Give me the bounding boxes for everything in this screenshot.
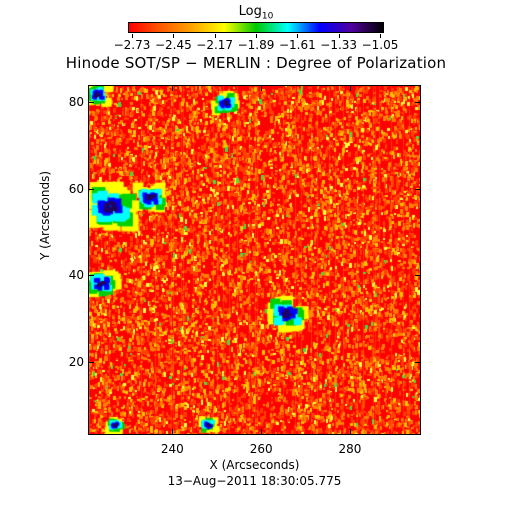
y-tick-mark [415, 361, 421, 363]
colorbar-tick [380, 34, 381, 38]
colorbar-tick-label: −1.33 [320, 38, 358, 52]
y-tick-mark [415, 102, 421, 104]
x-tick-mark [172, 85, 174, 91]
x-tick-mark [349, 85, 351, 91]
colorbar-tick [338, 34, 340, 38]
colorbar-tick-label: −1.61 [278, 38, 316, 52]
polarization-image-frame [88, 85, 421, 435]
colorbar-tick-label: −1.05 [361, 38, 399, 52]
colorbar-tick-label: −1.89 [237, 38, 275, 52]
colorbar [128, 22, 384, 33]
x-tick-label: 240 [160, 442, 184, 456]
y-tick-label: 40 [68, 268, 84, 283]
y-tick-label: 60 [68, 181, 84, 196]
x-tick-mark [261, 429, 263, 435]
colorbar-tick [256, 34, 257, 38]
polarization-image [89, 86, 420, 434]
colorbar-tick-label: −2.45 [154, 38, 192, 52]
y-tick-mark [415, 275, 421, 277]
colorbar-title-subscript: 10 [261, 11, 274, 22]
y-axis-title: Y (Arcseconds) [38, 170, 52, 260]
colorbar-tick [297, 34, 299, 38]
colorbar-tick [132, 34, 133, 38]
y-tick-mark [415, 188, 421, 190]
timestamp: 13−Aug−2011 18:30:05.775 [167, 474, 342, 488]
x-tick-mark [349, 429, 351, 435]
x-tick-mark [172, 429, 174, 435]
y-tick-label: 80 [68, 95, 84, 110]
colorbar-tick-label: −2.73 [113, 38, 151, 52]
x-tick-label: 280 [338, 442, 362, 456]
colorbar-title-text: Log [238, 4, 262, 19]
colorbar-title: Log10 [0, 4, 512, 22]
x-axis-title: X (Arcseconds) [209, 458, 300, 472]
colorbar-tick [173, 34, 175, 38]
colorbar-tick [214, 34, 216, 38]
y-tick-mark [88, 361, 94, 363]
x-tick-mark [261, 85, 263, 91]
y-tick-mark [88, 188, 94, 190]
colorbar-tick-label: −2.17 [196, 38, 234, 52]
plot-title: Hinode SOT/SP − MERLIN : Degree of Polar… [65, 54, 447, 72]
y-tick-mark [88, 275, 94, 277]
y-tick-mark [88, 102, 94, 104]
x-tick-label: 260 [249, 442, 273, 456]
y-tick-label: 20 [68, 354, 84, 369]
